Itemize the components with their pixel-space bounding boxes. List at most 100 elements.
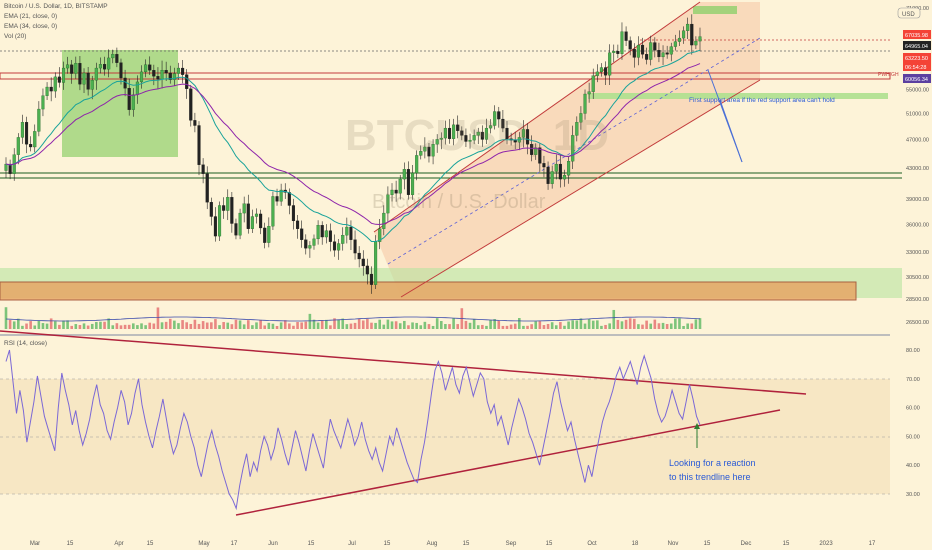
volume-bar bbox=[226, 322, 230, 329]
candle-body bbox=[538, 147, 542, 164]
candle-body bbox=[135, 81, 139, 95]
candle-body bbox=[254, 213, 259, 217]
volume-bar bbox=[452, 318, 455, 329]
candle-body bbox=[164, 70, 168, 74]
rsi-tick-label: 80.00 bbox=[906, 348, 920, 354]
volume-bar bbox=[637, 324, 640, 329]
volume-bar bbox=[489, 320, 492, 329]
volume-bar bbox=[341, 318, 345, 329]
price-tick-label: 26500.00 bbox=[906, 320, 929, 326]
legend-ema34: EMA (34, close, 0) bbox=[4, 23, 58, 30]
volume-bar bbox=[74, 324, 78, 329]
candle-body bbox=[24, 122, 29, 145]
candle-body bbox=[394, 189, 398, 194]
time-tick-label: Apr bbox=[114, 541, 123, 547]
candle-body bbox=[521, 129, 525, 138]
volume-bar bbox=[694, 319, 698, 329]
price-tick-label: 28500.00 bbox=[906, 297, 929, 303]
candle-body bbox=[70, 64, 74, 74]
candle-body bbox=[119, 62, 123, 79]
volume-bar bbox=[653, 319, 657, 329]
volume-bar bbox=[361, 320, 365, 329]
candle-body bbox=[591, 75, 595, 92]
candle-body bbox=[267, 226, 271, 243]
candle-body bbox=[349, 226, 353, 240]
candle-body bbox=[677, 37, 682, 42]
candle-body bbox=[698, 36, 702, 42]
ema-21-line bbox=[5, 49, 701, 242]
candle-body bbox=[468, 139, 472, 142]
candle-body bbox=[324, 230, 328, 238]
volume-bar bbox=[427, 324, 431, 329]
volume-bar bbox=[554, 325, 558, 329]
time-tick-label: 15 bbox=[308, 541, 315, 547]
volume-bar bbox=[353, 322, 357, 329]
candle-body bbox=[271, 196, 275, 227]
rsi-tick-label: 30.00 bbox=[906, 492, 920, 498]
volume-bar bbox=[526, 325, 529, 329]
candle-body bbox=[649, 42, 653, 60]
volume-bar bbox=[612, 309, 616, 329]
candle-body bbox=[115, 54, 119, 63]
volume-bar bbox=[493, 319, 496, 329]
green-zone-top bbox=[693, 6, 737, 14]
candle-body bbox=[661, 52, 665, 58]
annotation-arrow-support bbox=[707, 69, 743, 163]
candle-body bbox=[144, 64, 148, 73]
volume-bar bbox=[345, 324, 349, 329]
candle-body bbox=[341, 235, 345, 244]
price-badge-text: 67035.98 bbox=[905, 33, 928, 39]
candle-body bbox=[41, 95, 45, 110]
volume-bar bbox=[214, 319, 217, 329]
candle-body bbox=[616, 51, 620, 54]
price-tick-label: 47000.00 bbox=[906, 137, 929, 143]
volume-bar bbox=[579, 318, 583, 329]
candle-body bbox=[583, 93, 587, 114]
volume-bar bbox=[472, 319, 476, 329]
volume-bar bbox=[259, 319, 262, 329]
volume-bar bbox=[485, 325, 488, 329]
volume-bar bbox=[164, 321, 168, 329]
time-tick-label: Nov bbox=[668, 541, 679, 547]
candle-body bbox=[139, 71, 144, 83]
volume-bar bbox=[201, 321, 205, 329]
volume-bar bbox=[538, 321, 542, 329]
candle-body bbox=[369, 273, 374, 285]
volume-bar bbox=[49, 318, 53, 329]
candle-body bbox=[645, 54, 649, 60]
candle-body bbox=[497, 111, 501, 120]
candle-body bbox=[332, 241, 337, 251]
volume-bar bbox=[686, 323, 689, 329]
volume-bar bbox=[4, 307, 8, 329]
volume-bar bbox=[513, 323, 517, 329]
candle-body bbox=[431, 144, 435, 157]
candle-body bbox=[579, 113, 583, 123]
price-badge bbox=[903, 41, 931, 50]
candle-body bbox=[464, 135, 468, 142]
candle-body bbox=[20, 122, 24, 138]
volume-bar bbox=[333, 318, 336, 329]
candle-body bbox=[287, 192, 291, 206]
volume-bar bbox=[156, 307, 160, 329]
volume-bar bbox=[546, 323, 550, 329]
candle-body bbox=[632, 48, 636, 58]
candle-body bbox=[189, 88, 193, 121]
time-tick-label: 15 bbox=[463, 541, 470, 547]
volume-bar bbox=[497, 320, 501, 329]
candle-body bbox=[402, 169, 406, 180]
volume-bar bbox=[296, 322, 299, 329]
candle-body bbox=[4, 163, 8, 171]
candle-body bbox=[628, 40, 632, 50]
volume-bar bbox=[86, 325, 90, 329]
volume-bar bbox=[366, 319, 369, 329]
price-badge-text: 60056.34 bbox=[905, 77, 928, 83]
volume-bar bbox=[448, 324, 451, 329]
time-tick-label: 15 bbox=[384, 541, 391, 547]
candle-body bbox=[439, 137, 443, 140]
candle-body bbox=[111, 54, 115, 59]
volume-ma-line bbox=[5, 316, 701, 322]
time-tick-label: 15 bbox=[704, 541, 711, 547]
volume-bar bbox=[255, 322, 258, 329]
candle-body bbox=[608, 52, 612, 76]
candle-body bbox=[279, 189, 283, 202]
